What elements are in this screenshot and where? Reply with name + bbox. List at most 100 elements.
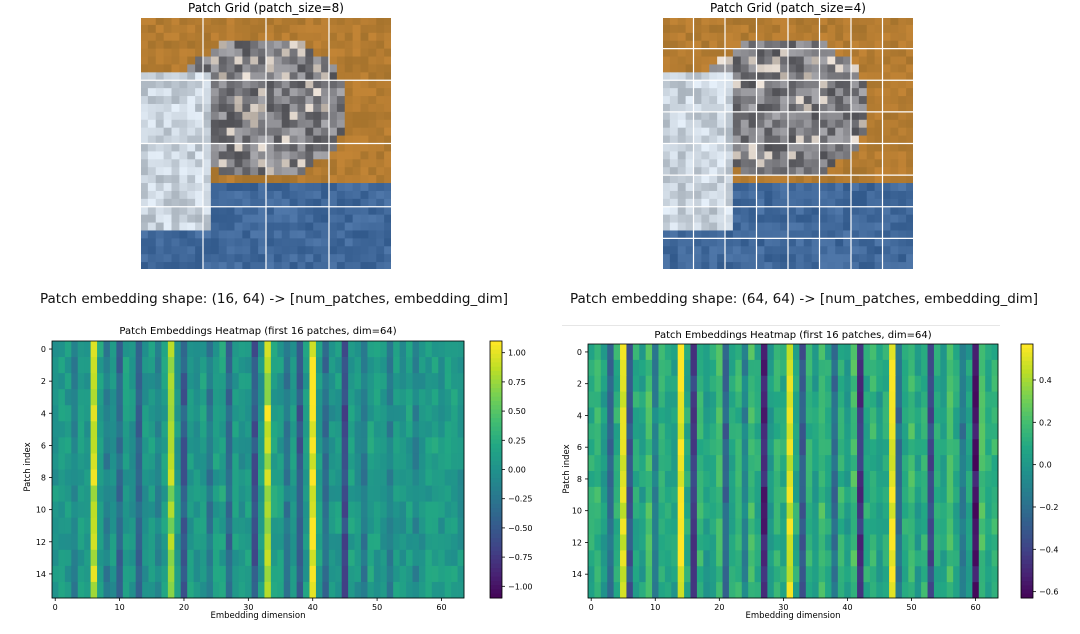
heatmap-cell (696, 518, 704, 535)
heatmap-cell (200, 501, 207, 519)
heatmap-cell (626, 550, 634, 567)
image-pixel (811, 175, 820, 184)
heatmap-cell (703, 359, 711, 377)
image-pixel (352, 222, 361, 231)
heatmap-cell (953, 359, 960, 377)
image-pixel (819, 17, 828, 26)
heatmap-cell (728, 566, 736, 583)
image-pixel (866, 214, 876, 224)
image-pixel (360, 151, 369, 160)
heatmap-cell (837, 486, 845, 504)
image-pixel (305, 135, 314, 144)
heatmap-cell (283, 485, 291, 503)
heatmap-cell (959, 471, 967, 488)
heatmap-cell (251, 565, 259, 583)
image-pixel (732, 17, 742, 26)
heatmap-cell (232, 405, 240, 422)
heatmap-cell (754, 344, 762, 361)
image-pixel (866, 96, 876, 105)
heatmap-cell (876, 518, 884, 535)
heatmap-cell (978, 550, 986, 567)
heatmap-cell (741, 344, 749, 361)
image-pixel (851, 48, 860, 58)
heatmap-cell (232, 357, 240, 374)
heatmap-cell (818, 344, 826, 361)
image-pixel (874, 72, 883, 81)
heatmap-cell (264, 341, 272, 358)
image-pixel (321, 238, 330, 247)
image-pixel (218, 127, 228, 137)
image-pixel (835, 40, 844, 50)
colorbar-segment (1021, 445, 1033, 451)
heatmap-cell (225, 437, 233, 454)
image-pixel (352, 96, 361, 105)
heatmap-cell (735, 344, 743, 361)
heatmap-cell (946, 375, 954, 393)
heatmap-cell (709, 471, 717, 488)
heatmap-cell (953, 439, 960, 456)
heatmap-cell (978, 486, 986, 504)
image-pixel (273, 230, 283, 239)
heatmap-cell (122, 453, 130, 470)
image-pixel (187, 17, 196, 26)
heatmap-cell (869, 359, 877, 377)
heatmap-cell (786, 439, 794, 456)
image-pixel (305, 238, 314, 247)
colorbar-segment (1021, 521, 1033, 527)
image-pixel (344, 32, 354, 42)
heatmap-cell (825, 550, 832, 567)
heatmap-cell (780, 375, 787, 393)
heatmap-cell (200, 389, 207, 406)
image-pixel (772, 238, 781, 247)
image-pixel (772, 214, 781, 224)
image-pixel (866, 230, 876, 239)
heatmap-cell (406, 549, 413, 567)
heatmap-cell (322, 453, 330, 470)
image-pixel (740, 40, 750, 50)
heatmap-cell (315, 405, 323, 422)
image-pixel (242, 72, 251, 81)
heatmap-cell (129, 485, 137, 503)
heatmap-cell (393, 549, 401, 567)
image-pixel (321, 159, 330, 168)
image-pixel (780, 190, 789, 200)
image-pixel (329, 230, 338, 239)
image-pixel (218, 183, 228, 192)
image-pixel (281, 103, 291, 113)
heatmap-cell (613, 375, 621, 393)
image-pixel (155, 183, 165, 192)
colorbar-segment (490, 370, 502, 376)
heatmap-cell (786, 486, 794, 504)
image-pixel (384, 24, 392, 34)
image-pixel (795, 72, 805, 81)
image-pixel (693, 119, 702, 129)
image-pixel (384, 206, 392, 216)
image-pixel (336, 127, 346, 137)
image-pixel (827, 143, 836, 152)
image-pixel (140, 72, 149, 81)
heatmap-cell (277, 581, 285, 599)
image-pixel (795, 254, 805, 263)
image-pixel (147, 159, 157, 168)
heatmap-cell (876, 439, 884, 456)
image-pixel (662, 238, 671, 247)
image-pixel (811, 214, 820, 224)
colorbar-segment (490, 495, 502, 500)
colorbar-segment (1021, 551, 1033, 557)
image-pixel (717, 32, 726, 42)
image-pixel (835, 183, 844, 192)
y-tick-label: 12 (572, 538, 582, 547)
heatmap-cell (696, 375, 704, 393)
image-pixel (140, 198, 149, 208)
heatmap-cell (716, 550, 723, 567)
image-pixel (772, 32, 781, 42)
heatmap-cell (831, 582, 839, 599)
image-pixel (187, 64, 196, 73)
heatmap-cell (716, 344, 723, 361)
image-pixel (677, 198, 687, 208)
heatmap-cell (219, 549, 227, 567)
heatmap-cell (793, 582, 800, 599)
image-pixel (195, 143, 204, 152)
image-pixel (352, 238, 361, 247)
image-pixel (890, 103, 899, 113)
